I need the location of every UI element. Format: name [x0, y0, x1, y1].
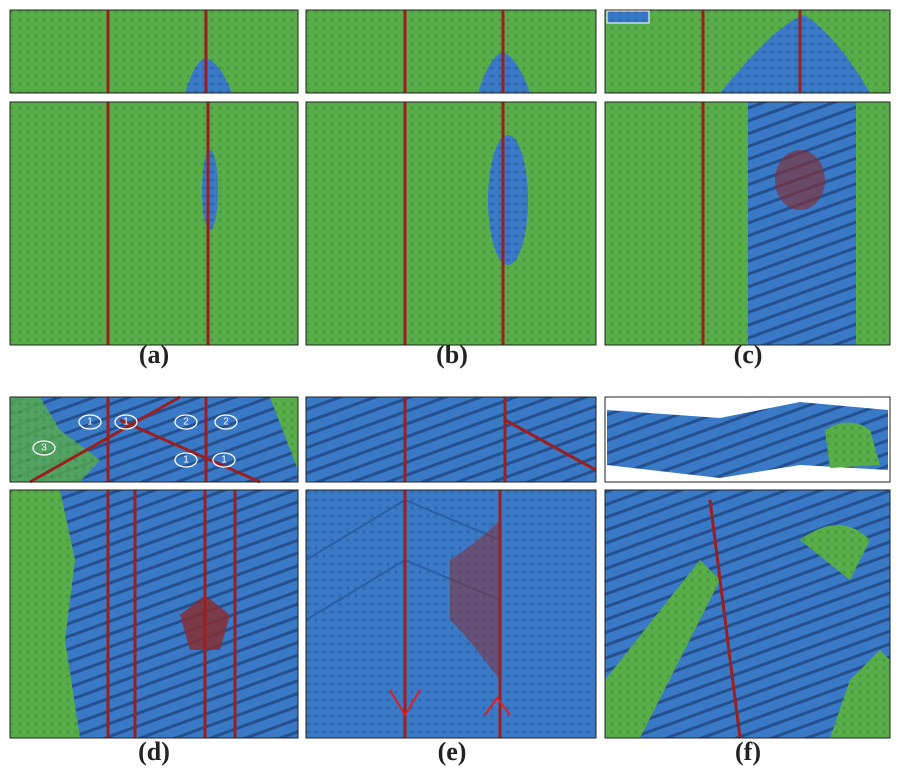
- panel-b: [305, 9, 597, 346]
- panel-labels: (a) (b) (c) (d) (e) (f): [138, 340, 762, 766]
- panel-label: (f): [735, 737, 761, 766]
- panel-d: [9, 395, 299, 739]
- annotation-text: 1: [87, 417, 93, 428]
- circled-number: 1: [212, 452, 236, 468]
- panel-label: (b): [436, 340, 468, 369]
- panel-label: (a): [139, 340, 169, 369]
- annotation-ring: [114, 414, 138, 430]
- circled-number: 2: [214, 414, 238, 430]
- annotation-text: 2: [183, 417, 189, 428]
- panel-label: (c): [734, 340, 763, 369]
- annotation-text: 1: [123, 417, 129, 428]
- panel-f: [604, 396, 891, 739]
- panel-e: [305, 396, 597, 739]
- panel-c: [604, 9, 891, 346]
- annotation-ring: [32, 440, 56, 456]
- annotation-ring: [78, 414, 102, 430]
- circled-number: 1: [78, 414, 102, 430]
- annotation-ring: [174, 452, 198, 468]
- circled-number: 1: [174, 452, 198, 468]
- circled-number: 1: [114, 414, 138, 430]
- annotation-ring: [214, 414, 238, 430]
- annotation-text: 3: [41, 443, 47, 454]
- annotation-text: 1: [221, 455, 227, 466]
- circled-number: 3: [32, 440, 56, 456]
- panel-label: (e): [438, 737, 467, 766]
- circled-number: 2: [174, 414, 198, 430]
- panel-label: (d): [138, 737, 170, 766]
- annotations: 3 1 1 2 2 1 1: [32, 414, 238, 468]
- annotation-text: 2: [223, 417, 229, 428]
- annotation-ring: [174, 414, 198, 430]
- annotation-text: 1: [183, 455, 189, 466]
- panel-a: [9, 9, 299, 346]
- annotation-ring: [212, 452, 236, 468]
